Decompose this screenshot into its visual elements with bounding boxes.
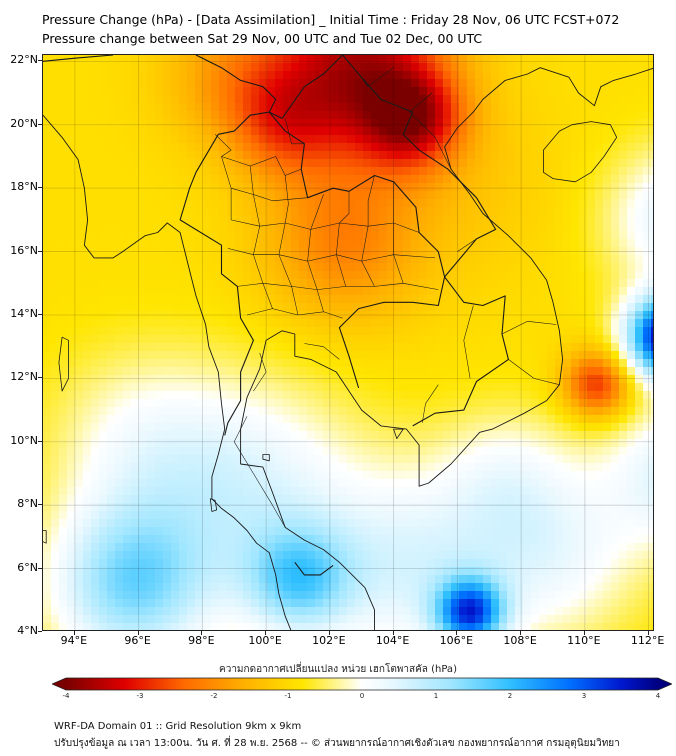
province-boundary bbox=[457, 238, 477, 252]
colorbar-tick-label: 3 bbox=[581, 692, 587, 700]
colorbar-tick-label: 2 bbox=[507, 692, 513, 700]
longitude-tick bbox=[265, 631, 267, 635]
province-boundary bbox=[231, 219, 420, 233]
island-coastline bbox=[209, 498, 218, 512]
province-boundary bbox=[233, 416, 286, 528]
province-boundary bbox=[237, 283, 439, 290]
colorbar-tick-label: -4 bbox=[62, 692, 70, 700]
latitude-tick bbox=[38, 60, 42, 62]
country-border bbox=[268, 111, 446, 389]
colorbar-gradient bbox=[52, 677, 672, 691]
longitude-label: 102°E bbox=[312, 634, 346, 647]
province-boundary bbox=[501, 321, 557, 335]
country-border bbox=[195, 55, 343, 119]
latitude-tick bbox=[38, 187, 42, 189]
latitude-tick bbox=[38, 440, 42, 442]
latitude-label: 6°N bbox=[17, 560, 38, 574]
longitude-tick bbox=[201, 631, 203, 635]
latitude-tick bbox=[38, 377, 42, 379]
map-canvas bbox=[43, 55, 653, 630]
colorbar-title: ความกดอากาศเปลี่ยนแปลง หน่วย เฮกโตพาสคัล… bbox=[219, 664, 457, 675]
island-coastline bbox=[43, 530, 47, 544]
latitude-label: 4°N bbox=[17, 624, 38, 637]
latitude-tick bbox=[38, 631, 42, 632]
province-boundary bbox=[231, 187, 308, 202]
longitude-label: 100°E bbox=[248, 634, 282, 647]
map-title: Pressure Change (hPa) - [Data Assimilati… bbox=[42, 12, 620, 27]
colorbar-tick-label: 0 bbox=[359, 692, 365, 700]
longitude-tick bbox=[73, 631, 75, 635]
longitude-label: 108°E bbox=[503, 634, 537, 647]
latitude-label: 12°N bbox=[10, 370, 38, 384]
longitude-tick bbox=[392, 631, 394, 635]
colorbar bbox=[52, 677, 672, 691]
colorbar-tick-label: -1 bbox=[284, 692, 292, 700]
latitude-tick bbox=[38, 250, 42, 252]
latitude-tick bbox=[38, 504, 42, 506]
latitude-label: 14°N bbox=[10, 306, 38, 320]
latitude-label: 16°N bbox=[10, 243, 38, 257]
country-border bbox=[43, 55, 114, 62]
latitude-label: 18°N bbox=[10, 180, 38, 194]
province-boundary bbox=[304, 343, 340, 360]
colorbar-tick-label: 4 bbox=[655, 692, 661, 700]
province-boundary bbox=[409, 92, 452, 170]
island-coastline bbox=[58, 336, 69, 392]
latitude-label: 20°N bbox=[10, 116, 38, 130]
map-subtitle: Pressure change between Sat 29 Nov, 00 U… bbox=[42, 31, 483, 46]
country-border bbox=[342, 55, 497, 278]
province-boundary bbox=[284, 118, 305, 145]
latitude-label: 22°N bbox=[10, 53, 38, 67]
longitude-label: 98°E bbox=[188, 634, 215, 647]
island-coastline bbox=[393, 428, 404, 440]
latitude-tick bbox=[38, 123, 42, 125]
coastline bbox=[43, 114, 292, 630]
longitude-label: 96°E bbox=[124, 634, 151, 647]
province-boundary bbox=[214, 134, 232, 220]
colorbar-tick-label: 1 bbox=[433, 692, 439, 700]
island-coastline bbox=[262, 454, 270, 462]
province-boundary bbox=[336, 191, 350, 287]
province-boundary bbox=[393, 181, 404, 284]
island-coastline bbox=[542, 121, 618, 183]
province-boundary bbox=[361, 175, 375, 287]
longitude-label: 94°E bbox=[60, 634, 88, 647]
footer-model-info: WRF-DA Domain 01 :: Grid Resolution 9km … bbox=[54, 721, 302, 732]
country-border bbox=[179, 111, 270, 436]
pressure-change-map bbox=[42, 54, 654, 631]
longitude-tick bbox=[583, 631, 585, 635]
longitude-tick bbox=[647, 631, 649, 635]
longitude-label: 112°E bbox=[630, 634, 665, 647]
province-boundary bbox=[422, 384, 439, 423]
province-boundary bbox=[463, 305, 474, 379]
footer-credit: ปรับปรุงข้อมูล ณ เวลา 13:00น. วัน ศ. ที่… bbox=[54, 738, 620, 749]
longitude-label: 106°E bbox=[439, 634, 474, 647]
longitude-tick bbox=[137, 631, 139, 635]
graticule bbox=[43, 55, 653, 630]
pressure-field bbox=[43, 55, 653, 630]
latitude-tick bbox=[38, 313, 42, 315]
province-boundary bbox=[278, 175, 299, 316]
colorbar-tick-label: -3 bbox=[136, 692, 144, 700]
country-border bbox=[294, 561, 334, 576]
longitude-tick bbox=[520, 631, 522, 635]
coastline bbox=[240, 67, 653, 630]
longitude-label: 104°E bbox=[375, 634, 410, 647]
colorbar-tick-label: -2 bbox=[210, 692, 218, 700]
latitude-label: 8°N bbox=[17, 497, 38, 511]
latitude-label: 10°N bbox=[10, 433, 38, 447]
country-border bbox=[412, 276, 509, 427]
province-boundary bbox=[508, 359, 560, 385]
province-boundary bbox=[307, 194, 324, 312]
geography-layer bbox=[43, 55, 653, 630]
province-boundary bbox=[227, 248, 436, 262]
longitude-label: 110°E bbox=[567, 634, 601, 647]
longitude-tick bbox=[328, 631, 330, 635]
longitude-tick bbox=[456, 631, 458, 635]
province-boundary bbox=[249, 165, 273, 309]
latitude-tick bbox=[38, 567, 42, 569]
province-boundary bbox=[221, 156, 302, 176]
